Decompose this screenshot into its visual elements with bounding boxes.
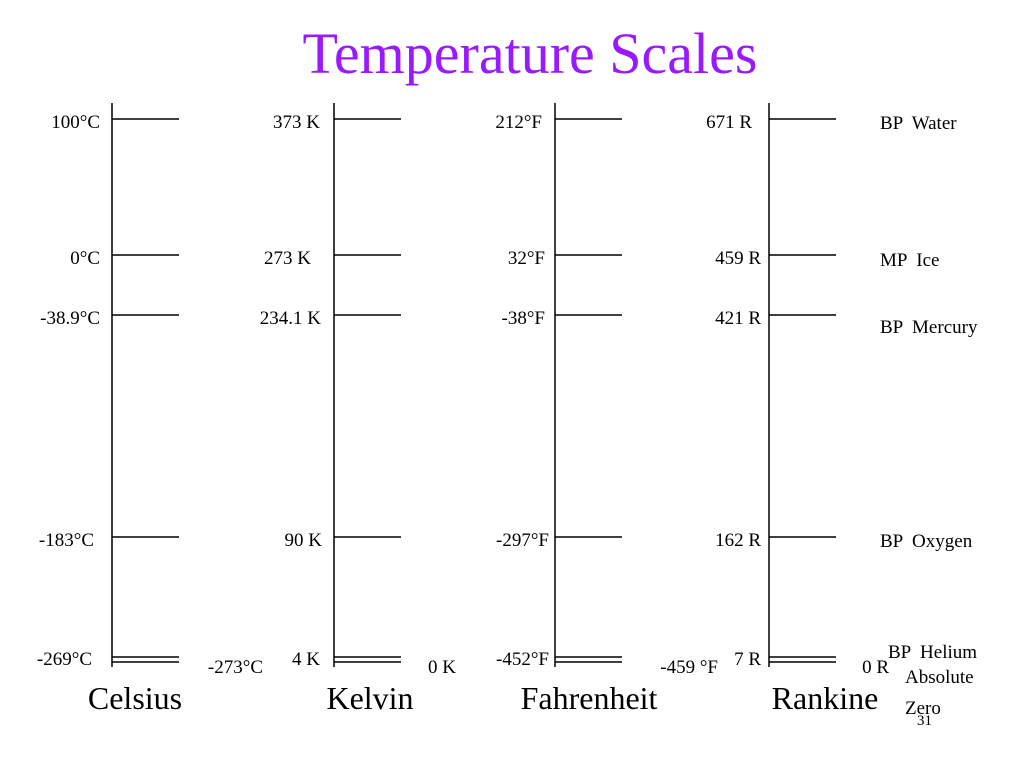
tick-label: 234.1 K bbox=[260, 308, 322, 329]
reference-points: BP Water MP Ice BP Mercury BP Oxygen BP … bbox=[880, 113, 978, 719]
reference-label-line: Zero bbox=[905, 698, 941, 719]
tick-label: -38.9°C bbox=[40, 308, 100, 329]
scale-name: Fahrenheit bbox=[521, 680, 658, 716]
scale-kelvin: 373 K 273 K 234.1 K 90 K 4 K 0 K Kelvin bbox=[260, 103, 456, 716]
tick-label: 273 K bbox=[264, 248, 311, 269]
tick-label: -459 °F bbox=[660, 657, 718, 678]
tick-label: 0°C bbox=[70, 248, 100, 269]
reference-label-bp-water: BP Water bbox=[880, 113, 957, 134]
page-number: 31 bbox=[917, 713, 932, 729]
tick-label: 100°C bbox=[51, 112, 100, 133]
reference-label-mp-ice: MP Ice bbox=[880, 250, 939, 271]
tick-label: 90 K bbox=[285, 530, 323, 551]
slide-title: Temperature Scales bbox=[302, 21, 758, 86]
tick-label: -273°C bbox=[208, 657, 263, 678]
tick-label: 7 R bbox=[734, 649, 761, 670]
scale-fahrenheit: 212°F 32°F -38°F -297°F -452°F -459 °F F… bbox=[495, 103, 718, 716]
tick-label: -38°F bbox=[502, 308, 546, 329]
tick-label: 459 R bbox=[715, 248, 761, 269]
scale-name: Celsius bbox=[88, 680, 182, 716]
scale-rankine: 671 R 459 R 421 R 162 R 7 R 0 R Rankine bbox=[706, 103, 889, 716]
tick-label: -269°C bbox=[37, 649, 92, 670]
tick-label: 0 K bbox=[428, 657, 456, 678]
tick-label: 421 R bbox=[715, 308, 761, 329]
tick-label: 32°F bbox=[508, 248, 545, 269]
reference-label-bp-helium: BP Helium bbox=[888, 642, 977, 663]
reference-label-bp-oxygen: BP Oxygen bbox=[880, 531, 973, 552]
tick-label: 212°F bbox=[495, 112, 542, 133]
reference-label-absolute-zero: Absolute Zero bbox=[905, 667, 974, 719]
tick-label: 4 K bbox=[292, 649, 320, 670]
reference-label-line: Absolute bbox=[905, 667, 974, 688]
tick-label: 373 K bbox=[273, 112, 320, 133]
scale-name: Kelvin bbox=[326, 680, 413, 716]
reference-label-bp-mercury: BP Mercury bbox=[880, 317, 978, 338]
scale-celsius: 100°C 0°C -38.9°C -183°C -269°C -273°C C… bbox=[37, 103, 263, 716]
scale-name: Rankine bbox=[772, 680, 879, 716]
tick-label: 0 R bbox=[862, 657, 889, 678]
tick-label: -297°F bbox=[496, 530, 549, 551]
tick-label: 162 R bbox=[715, 530, 761, 551]
tick-label: -183°C bbox=[39, 530, 94, 551]
tick-label: -452°F bbox=[496, 649, 549, 670]
tick-label: 671 R bbox=[706, 112, 752, 133]
